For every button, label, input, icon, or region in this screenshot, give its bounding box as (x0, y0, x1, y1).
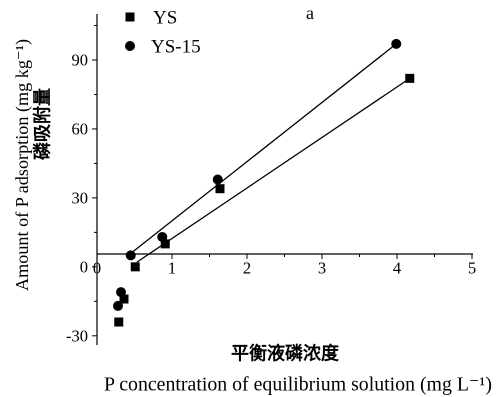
data-point-ys-15 (212, 174, 223, 185)
x-axis-label: P concentration of equilibrium solution … (104, 375, 492, 396)
legend-label-ys-15: YS-15 (151, 37, 201, 58)
x-tick-label: 0 (93, 259, 101, 278)
y-tick-label: -30 (66, 326, 88, 345)
x-tick-label: 4 (393, 259, 401, 278)
x-tick-label: 1 (168, 259, 176, 278)
data-point-ys (215, 184, 225, 194)
fit-line-ys-15 (129, 43, 397, 255)
data-point-ys (405, 73, 415, 83)
fit-line-ys (136, 77, 411, 263)
legend: YS YS-15 (125, 8, 201, 58)
data-point-ys (119, 294, 129, 304)
data-point-ys (114, 317, 124, 327)
x-tick-label: 5 (468, 259, 476, 278)
y-tick-label: 30 (72, 188, 89, 207)
legend-marker-ys-15 (125, 41, 135, 51)
x-axis-label-chinese: 平衡液磷浓度 (231, 343, 340, 365)
axis-ticks: -30 0 30 60 90 0 1 2 3 4 5 (66, 24, 476, 345)
x-tick-label: 3 (318, 259, 326, 278)
y-tick-label: 60 (72, 119, 89, 138)
data-point-ys-15 (157, 231, 168, 242)
data-point-ys-15 (113, 300, 123, 311)
y-tick-label: 0 (80, 257, 88, 276)
data-point-ys (160, 239, 170, 249)
data-point-ys-15 (391, 38, 402, 49)
fit-lines (129, 43, 411, 263)
y-axis-label: Amount of P adsorption (mg kg⁻¹) (12, 39, 33, 291)
x-tick-label: 2 (243, 259, 251, 278)
data-point-ys-15 (125, 250, 136, 261)
chart-title: a (306, 3, 314, 23)
y-axis-label-chinese: 磷吸附量 (32, 88, 54, 160)
y-tick-label: 90 (72, 50, 89, 69)
legend-label-ys: YS (153, 8, 177, 29)
data-point-ys (130, 262, 140, 272)
data-points (113, 38, 415, 327)
data-point-ys-15 (116, 287, 126, 298)
legend-marker-ys (125, 12, 135, 22)
